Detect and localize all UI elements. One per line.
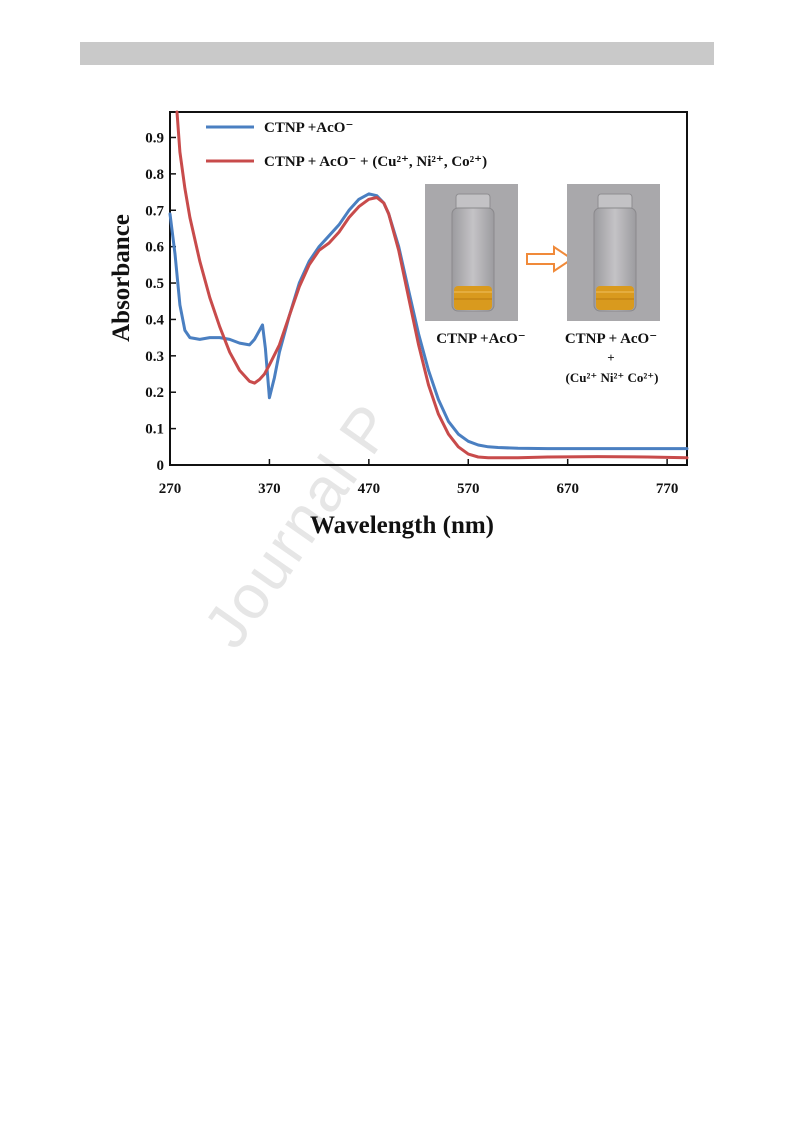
legend-label-ctnp-aco: CTNP +AcO⁻ — [264, 120, 353, 136]
caption-right-line1: CTNP + AcO⁻ — [565, 331, 657, 347]
x-tick-label: 770 — [656, 481, 679, 497]
y-tick-label: 0.1 — [145, 422, 164, 438]
series-line-ctnp-aco-metals — [175, 110, 689, 460]
x-tick-label: 370 — [258, 481, 281, 497]
legend: CTNP +AcO⁻ CTNP + AcO⁻ + (Cu²⁺, Ni²⁺, Co… — [206, 120, 487, 170]
caption-left: CTNP +AcO⁻ — [436, 331, 525, 347]
legend-label-ctnp-aco-metals: CTNP + AcO⁻ + (Cu²⁺, Ni²⁺, Co²⁺) — [264, 154, 487, 170]
y-tick-label: 0.5 — [145, 276, 164, 292]
y-tick-label: 0.4 — [145, 312, 164, 328]
series-lines — [168, 110, 689, 460]
arrow-icon — [526, 245, 574, 273]
caption-right-line2: + — [607, 350, 614, 365]
caption-right-line3: (Cu²⁺ Ni²⁺ Co²⁺) — [566, 370, 659, 385]
page-header-bar — [80, 42, 714, 65]
vial-photo-left — [425, 184, 518, 321]
y-tick-label: 0.2 — [145, 385, 164, 401]
vial-photo-right — [567, 184, 660, 321]
y-tick-label: 0.3 — [145, 349, 164, 365]
x-tick-label: 470 — [358, 481, 381, 497]
plot-frame — [169, 111, 688, 466]
x-tick-label: 570 — [457, 481, 480, 497]
y-tick-label: 0 — [157, 458, 165, 474]
y-tick-label: 0.9 — [145, 130, 164, 146]
y-tick-label: 0.6 — [145, 240, 164, 256]
y-tick-label: 0.7 — [145, 203, 164, 219]
x-tick-label: 670 — [556, 481, 579, 497]
x-tick-label: 270 — [159, 481, 182, 497]
axis-ticks: 270 370 470 570 670 770 0 0.1 0.2 0.3 0.4 0.5 0.6 0.7… — [145, 130, 678, 497]
x-axis-title: Wavelength (nm) — [310, 512, 494, 539]
y-tick-label: 0.8 — [145, 167, 164, 183]
y-axis-title: Absorbance — [108, 214, 135, 342]
